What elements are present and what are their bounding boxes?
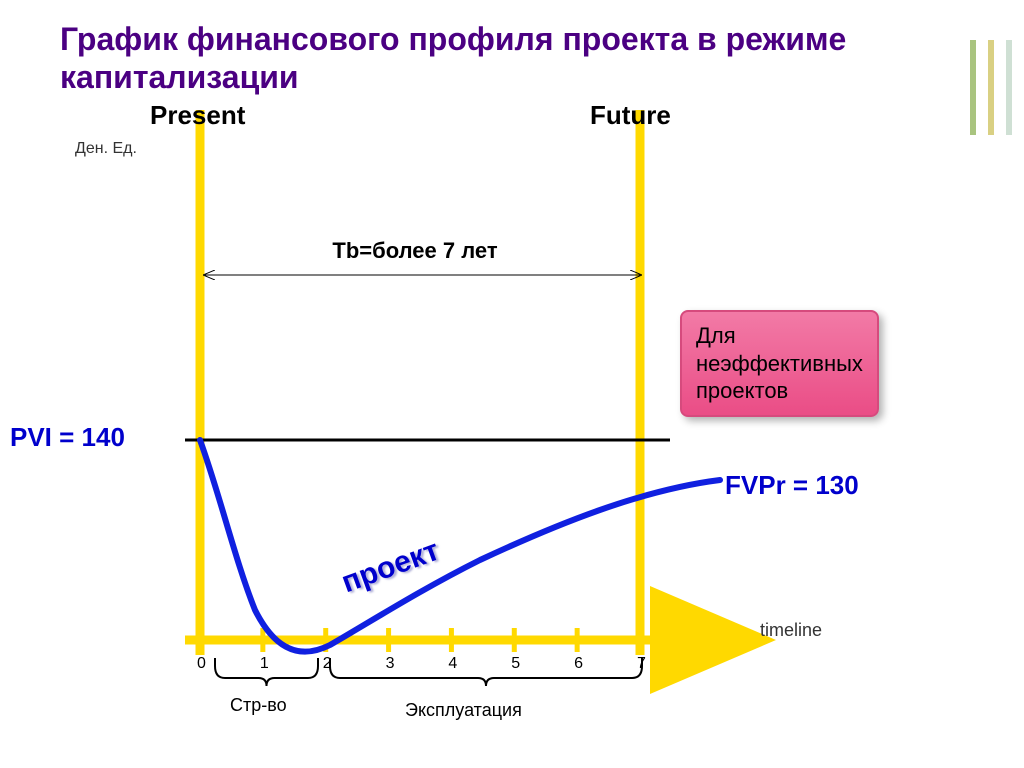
timeline-label: timeline [760,620,822,641]
callout-line1: Для [696,323,736,348]
callout-line2: неэффективных [696,351,863,376]
tb-label: Tb=более 7 лет [265,238,565,264]
callout-line3: проектов [696,378,788,403]
construction-label: Стр-во [230,695,287,716]
ineffective-callout: Для неэффективных проектов [680,310,879,417]
present-label: Present [150,100,245,131]
x-tick-label: 6 [574,655,583,673]
pvi-label: PVI = 140 [10,422,125,453]
x-tick-label: 7 [637,655,646,673]
y-axis-label: Ден. Ед. [75,140,137,158]
future-label: Future [590,100,671,131]
x-tick-label: 0 [197,655,206,673]
x-tick-label: 2 [323,655,332,673]
exploitation-label: Эксплуатация [405,700,522,721]
x-tick-label: 5 [511,655,520,673]
x-tick-label: 3 [386,655,395,673]
x-tick-label: 4 [448,655,457,673]
fvpr-label: FVPr = 130 [725,470,859,501]
x-tick-label: 1 [260,655,269,673]
exploitation-bracket [330,658,642,686]
